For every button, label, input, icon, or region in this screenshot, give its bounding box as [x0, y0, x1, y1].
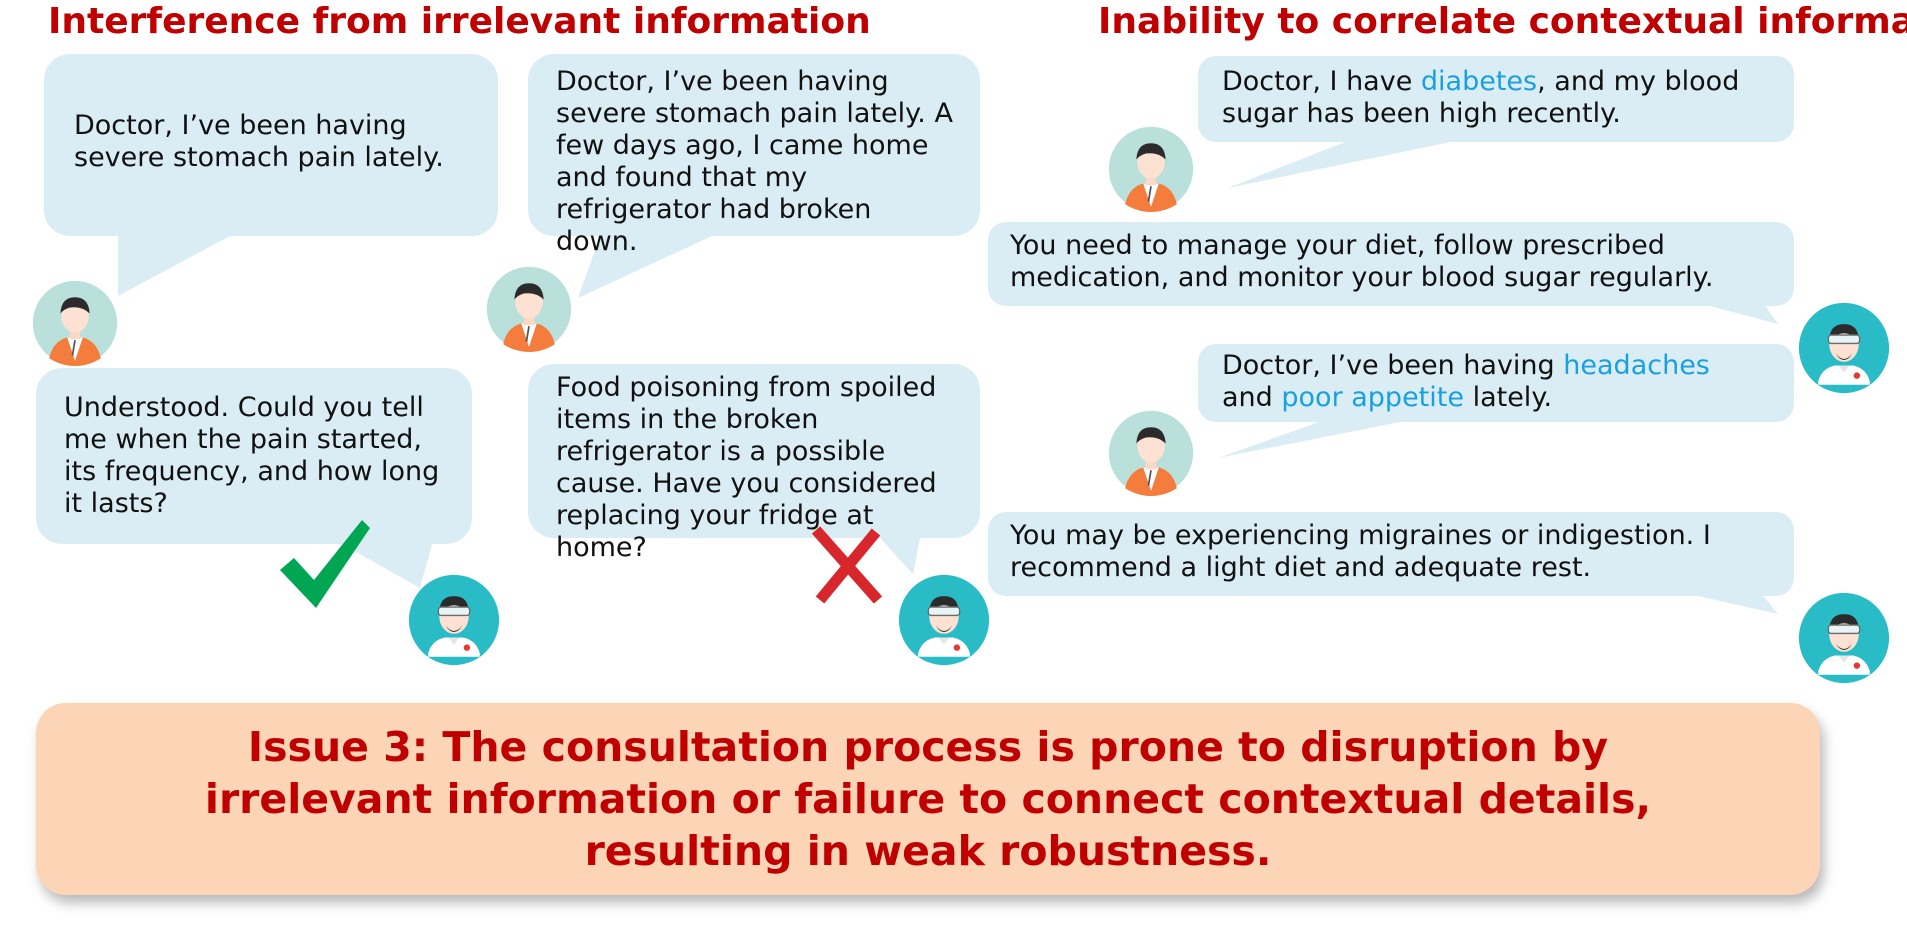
patient-avatar [32, 280, 118, 366]
patient-bubble-turn1: Doctor, I have diabetes, and my blood su… [1198, 56, 1794, 142]
patient-avatar [1108, 126, 1194, 212]
doctor-bubble-turn1: You need to manage your diet, follow pre… [988, 222, 1794, 306]
keyword-highlight: poor appetite [1281, 382, 1464, 413]
doctor-bubble-correct-case: Understood. Could you tell me when the p… [36, 368, 472, 544]
bubble-tail [578, 236, 712, 298]
patient-avatar [486, 266, 572, 352]
issue-summary-box: Issue 3: The consultation process is pro… [36, 703, 1820, 895]
patient-message: Doctor, I’ve been having headaches and p… [1222, 350, 1710, 413]
patient-bubble-wrong-case: Doctor, I’ve been having severe stomach … [528, 54, 980, 257]
patient-message: Doctor, I’ve been having severe stomach … [74, 110, 444, 173]
bubble-tail [1680, 592, 1778, 614]
keyword-highlight: diabetes [1420, 66, 1538, 97]
bubble-tail [118, 236, 230, 296]
patient-bubble-correct-case: Doctor, I’ve been having severe stomach … [44, 54, 498, 236]
patient-bubble-turn2: Doctor, I’ve been having headaches and p… [1198, 344, 1794, 422]
right-panel-heading: Inability to correlate contextual inform… [1098, 1, 1907, 42]
doctor-avatar [1798, 302, 1890, 394]
doctor-message: You need to manage your diet, follow pre… [1010, 230, 1714, 293]
doctor-avatar [1798, 592, 1890, 684]
doctor-message: You may be experiencing migraines or ind… [1010, 520, 1711, 583]
bubble-tail [880, 538, 920, 574]
bubble-tail [342, 544, 432, 588]
doctor-avatar [898, 574, 990, 666]
doctor-avatar [408, 574, 500, 666]
doctor-message: Understood. Could you tell me when the p… [64, 392, 440, 519]
left-panel-heading: Interference from irrelevant information [48, 1, 871, 42]
check-mark-icon [280, 520, 370, 608]
cross-mark-icon [812, 526, 882, 604]
bubble-tail [1228, 140, 1460, 188]
keyword-highlight: headaches [1563, 350, 1710, 381]
doctor-message: Food poisoning from spoiled items in the… [556, 372, 937, 563]
issue-summary-text: Issue 3: The consultation process is pro… [204, 723, 1652, 875]
patient-message: Doctor, I’ve been having severe stomach … [556, 66, 953, 257]
doctor-bubble-turn2: You may be experiencing migraines or ind… [988, 512, 1794, 596]
patient-avatar [1108, 410, 1194, 496]
bubble-tail [1218, 418, 1420, 458]
doctor-bubble-wrong-case: Food poisoning from spoiled items in the… [528, 364, 980, 563]
patient-message: Doctor, I have diabetes, and my blood su… [1222, 66, 1740, 129]
